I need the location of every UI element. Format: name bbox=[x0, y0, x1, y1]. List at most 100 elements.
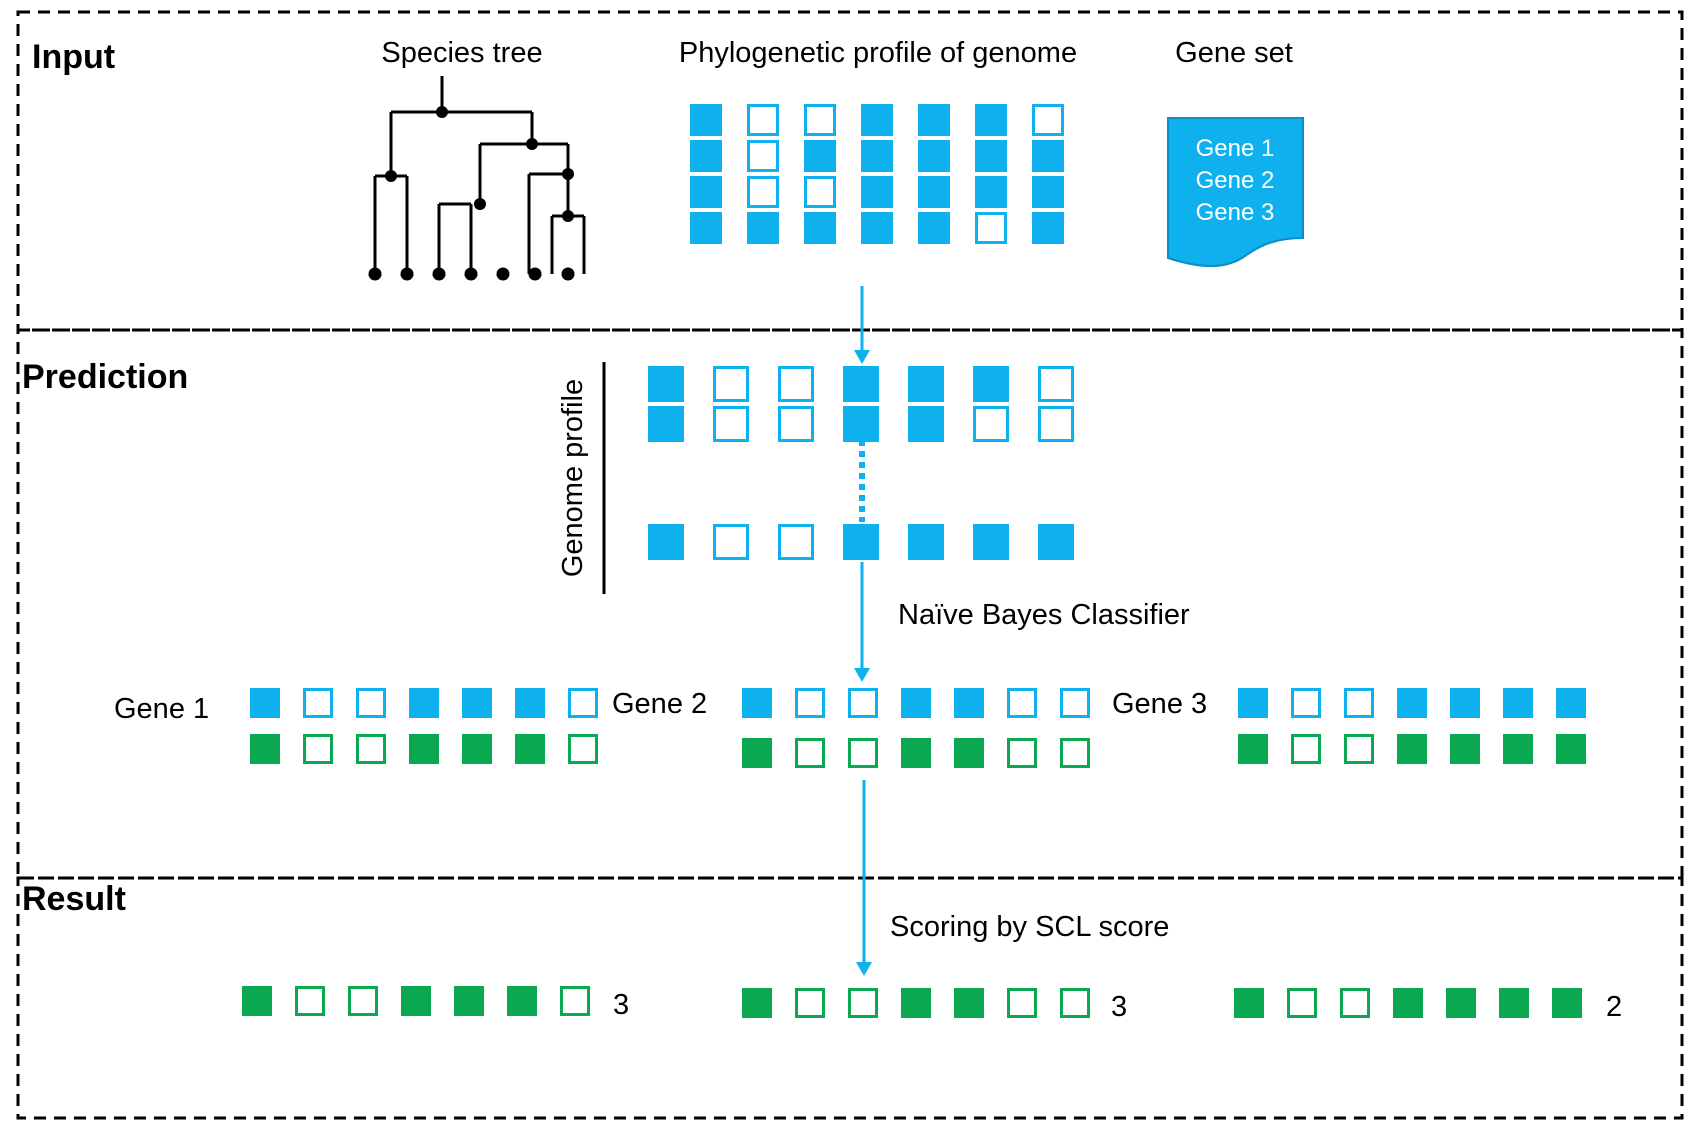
gene-3-predicted-cell-5 bbox=[1450, 734, 1480, 764]
result-section-title: Result bbox=[22, 880, 126, 918]
gene-3-predicted-cell-7 bbox=[1556, 734, 1586, 764]
gene-2-profile-cell-6 bbox=[1007, 688, 1037, 718]
prediction-section-title: Prediction bbox=[22, 358, 188, 396]
gene-3-predicted-cell-2 bbox=[1291, 734, 1321, 764]
gene-1-predicted-cell-3 bbox=[356, 734, 386, 764]
result-row-1-cell-5 bbox=[454, 986, 484, 1016]
genome-profile-row-2-cell-5 bbox=[908, 406, 944, 442]
result-row-2-cell-5 bbox=[954, 988, 984, 1018]
species-tree bbox=[373, 76, 586, 274]
profile-row-1-cell-2 bbox=[747, 104, 779, 136]
genome-profile-row-1-cell-5 bbox=[908, 366, 944, 402]
genome-profile-label: Genome profile bbox=[557, 379, 589, 577]
gene-set-item-2: Gene 2 bbox=[1196, 167, 1275, 194]
gene-set-item-1: Gene 1 bbox=[1196, 135, 1275, 162]
profile-row-1-cell-7 bbox=[1032, 104, 1064, 136]
result-row-2-cell-2 bbox=[795, 988, 825, 1018]
genome-profile-row-3-cell-2 bbox=[713, 524, 749, 560]
genome-profile-rows bbox=[648, 366, 1074, 560]
genome-profile-row-2-cell-4 bbox=[843, 406, 879, 442]
gene-3-profile-cell-6 bbox=[1503, 688, 1533, 718]
profile-row-3-cell-7 bbox=[1032, 176, 1064, 208]
genome-profile-row-3-cell-1 bbox=[648, 524, 684, 560]
arrow-head-3 bbox=[856, 962, 872, 976]
result-row-2-cell-3 bbox=[848, 988, 878, 1018]
result-score-3: 2 bbox=[1606, 991, 1622, 1023]
genome-profile-row-2-cell-2 bbox=[713, 406, 749, 442]
gene-1-profile-cell-5 bbox=[462, 688, 492, 718]
species-tree-label: Species tree bbox=[381, 37, 542, 69]
profile-row-3-cell-6 bbox=[975, 176, 1007, 208]
profile-row-1-cell-5 bbox=[918, 104, 950, 136]
phylogenetic-profile-matrix bbox=[690, 104, 1064, 244]
gene-1-profile-cell-4 bbox=[409, 688, 439, 718]
result-row-1-cell-3 bbox=[348, 986, 378, 1016]
profile-row-2-cell-1 bbox=[690, 140, 722, 172]
gene-1-predicted-cell-6 bbox=[515, 734, 545, 764]
gene-1-profile-cell-3 bbox=[356, 688, 386, 718]
gene-1-predicted-cell-1 bbox=[250, 734, 280, 764]
profile-row-1-cell-4 bbox=[861, 104, 893, 136]
genome-profile-row-1-cell-3 bbox=[778, 366, 814, 402]
profile-row-1-cell-6 bbox=[975, 104, 1007, 136]
gene-3-predicted-cell-4 bbox=[1397, 734, 1427, 764]
genome-profile-row-3-cell-4 bbox=[843, 524, 879, 560]
result-row-2-cell-4 bbox=[901, 988, 931, 1018]
gene-3-profile-cell-3 bbox=[1344, 688, 1374, 718]
profile-row-2-cell-3 bbox=[804, 140, 836, 172]
gene-3-profile-cell-2 bbox=[1291, 688, 1321, 718]
gene-3-profile-cell-1 bbox=[1238, 688, 1268, 718]
gene-prediction-rows bbox=[250, 688, 1586, 768]
genome-profile-row-2-cell-7 bbox=[1038, 406, 1074, 442]
genome-profile-row-3-cell-5 bbox=[908, 524, 944, 560]
arrow-head-2 bbox=[854, 668, 870, 682]
gene-2-profile-cell-2 bbox=[795, 688, 825, 718]
profile-row-4-cell-6 bbox=[975, 212, 1007, 244]
gene-1-predicted-cell-2 bbox=[303, 734, 333, 764]
gene-2-predicted-cell-1 bbox=[742, 738, 772, 768]
gene-1-predicted-cell-7 bbox=[568, 734, 598, 764]
result-row-2-cell-7 bbox=[1060, 988, 1090, 1018]
result-row-1-cell-6 bbox=[507, 986, 537, 1016]
profile-row-2-cell-6 bbox=[975, 140, 1007, 172]
input-section-title: Input bbox=[32, 38, 115, 76]
result-score-2: 3 bbox=[1111, 991, 1127, 1023]
genome-profile-row-1-cell-6 bbox=[973, 366, 1009, 402]
gene-2-profile-cell-1 bbox=[742, 688, 772, 718]
result-row-3-cell-7 bbox=[1552, 988, 1582, 1018]
gene-1-profile-cell-6 bbox=[515, 688, 545, 718]
gene-3-predicted-cell-1 bbox=[1238, 734, 1268, 764]
gene-2-predicted-cell-6 bbox=[1007, 738, 1037, 768]
gene-1-predicted-cell-5 bbox=[462, 734, 492, 764]
profile-row-2-cell-4 bbox=[861, 140, 893, 172]
profile-row-3-cell-1 bbox=[690, 176, 722, 208]
profile-row-4-cell-4 bbox=[861, 212, 893, 244]
result-row-1-cell-7 bbox=[560, 986, 590, 1016]
profile-row-2-cell-2 bbox=[747, 140, 779, 172]
scoring-label: Scoring by SCL score bbox=[890, 911, 1169, 943]
genome-profile-row-3-cell-3 bbox=[778, 524, 814, 560]
gene-2-label: Gene 2 bbox=[612, 688, 707, 720]
species-tree-nodes bbox=[368, 106, 575, 281]
genome-profile-row-3-cell-6 bbox=[973, 524, 1009, 560]
phylogenetic-profile-label: Phylogenetic profile of genome bbox=[679, 37, 1077, 69]
input-section-frame bbox=[16, 10, 1684, 332]
gene-set-label: Gene set bbox=[1175, 37, 1293, 69]
result-row-1-cell-1 bbox=[242, 986, 272, 1016]
result-row-1-cell-2 bbox=[295, 986, 325, 1016]
result-row-3-cell-3 bbox=[1340, 988, 1370, 1018]
gene-3-label: Gene 3 bbox=[1112, 688, 1207, 720]
result-row-3-cell-4 bbox=[1393, 988, 1423, 1018]
result-row-2-cell-1 bbox=[742, 988, 772, 1018]
result-row-3-cell-1 bbox=[1234, 988, 1264, 1018]
gene-3-predicted-cell-3 bbox=[1344, 734, 1374, 764]
result-row-3-cell-2 bbox=[1287, 988, 1317, 1018]
result-score-1: 3 bbox=[613, 989, 629, 1021]
profile-row-3-cell-3 bbox=[804, 176, 836, 208]
result-section-frame bbox=[16, 876, 1684, 1120]
profile-row-1-cell-1 bbox=[690, 104, 722, 136]
genome-profile-row-2-cell-1 bbox=[648, 406, 684, 442]
gene-2-profile-cell-4 bbox=[901, 688, 931, 718]
result-rows bbox=[242, 986, 1582, 1018]
